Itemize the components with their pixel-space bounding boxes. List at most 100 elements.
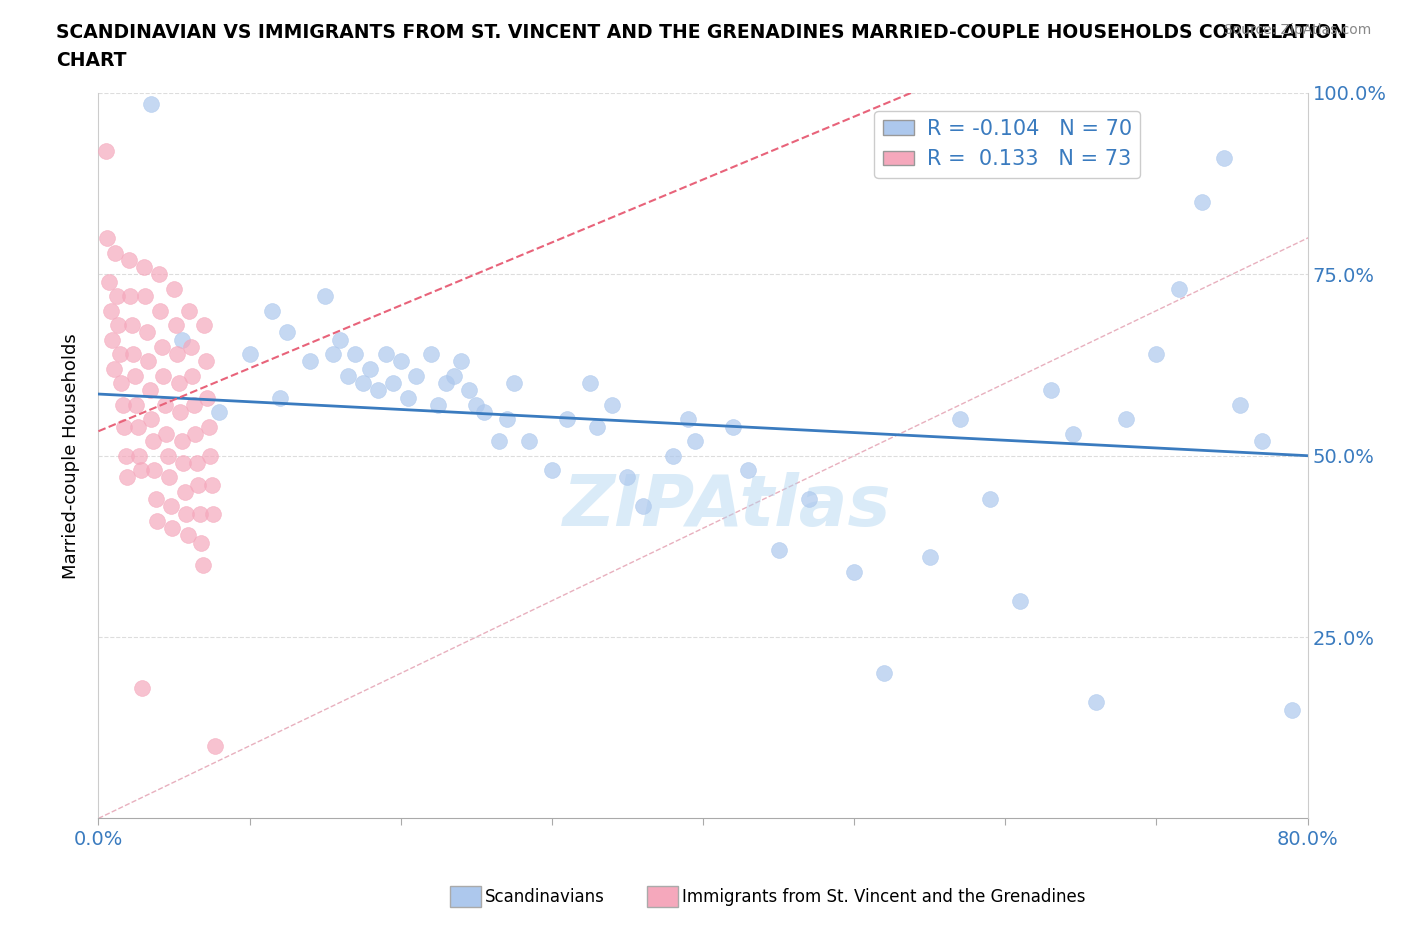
Point [146,513,169,528]
Text: ZIPAtlas: ZIPAtlas [562,472,891,541]
Point [344,347,367,362]
Point [136,354,159,369]
Point [723,419,745,434]
Point [148,267,170,282]
Point [96,231,118,246]
Point [314,288,336,303]
Point [1085,695,1108,710]
Point [181,368,204,383]
Point [160,499,183,514]
Legend: R = -0.104   N = 70, R =  0.133   N = 73: R = -0.104 N = 70, R = 0.133 N = 73 [875,111,1140,178]
Point [844,565,866,579]
Point [873,666,896,681]
Point [1010,593,1032,608]
Point [112,419,135,434]
Point [128,448,150,463]
Point [269,391,291,405]
Point [121,318,143,333]
Point [322,347,344,362]
Point [676,412,699,427]
Point [1062,427,1084,442]
Point [139,383,162,398]
Point [107,318,129,333]
Point [114,448,136,463]
Point [153,397,176,412]
Point [166,347,188,362]
Point [503,376,526,391]
Point [195,391,218,405]
Point [202,506,225,521]
Point [208,405,231,419]
Point [180,339,202,354]
Point [101,332,124,347]
Point [173,485,195,499]
Point [1251,433,1274,448]
Point [443,368,465,383]
Point [165,318,187,333]
Point [427,397,450,412]
Point [797,492,820,507]
Point [115,470,138,485]
Point [276,325,298,339]
Text: SCANDINAVIAN VS IMMIGRANTS FROM ST. VINCENT AND THE GRENADINES MARRIED-COUPLE HO: SCANDINAVIAN VS IMMIGRANTS FROM ST. VINC… [56,23,1347,42]
Point [145,492,167,507]
Point [187,477,209,492]
Point [631,499,654,514]
Point [201,477,224,492]
Point [141,97,163,112]
Point [1115,412,1137,427]
Point [183,397,205,412]
Point [176,528,198,543]
Point [389,354,412,369]
Point [1281,702,1303,717]
Point [162,521,184,536]
Point [1168,282,1191,297]
Point [122,347,145,362]
Point [204,738,226,753]
Point [1039,383,1062,398]
Point [129,463,152,478]
Point [602,397,624,412]
Point [135,325,157,339]
Point [465,397,488,412]
Point [457,383,479,398]
Point [262,303,284,318]
Point [105,288,128,303]
Point [488,433,510,448]
Point [517,433,540,448]
Point [143,463,166,478]
Point [299,354,322,369]
Point [190,536,212,551]
Point [979,492,1001,507]
Point [768,542,790,557]
Point [540,463,562,478]
Point [949,412,972,427]
Point [156,448,179,463]
Point [127,419,149,434]
Point [174,506,197,521]
Point [103,361,125,376]
Point [142,433,165,448]
Point [420,347,443,362]
Point [172,456,194,471]
Point [661,448,683,463]
Point [124,368,146,383]
Point [918,550,941,565]
Point [167,376,190,391]
Point [170,433,193,448]
Point [163,282,186,297]
Point [179,303,201,318]
Point [616,470,638,485]
Point [141,412,163,427]
Point [118,252,141,267]
Point [495,412,517,427]
Text: Immigrants from St. Vincent and the Grenadines: Immigrants from St. Vincent and the Gren… [682,887,1085,906]
Point [1229,397,1251,412]
Point [382,376,405,391]
Point [1213,151,1236,166]
Point [1191,194,1213,209]
Point [191,557,214,572]
Point [194,354,217,369]
Text: Scandinavians: Scandinavians [485,887,605,906]
Point [94,143,117,158]
